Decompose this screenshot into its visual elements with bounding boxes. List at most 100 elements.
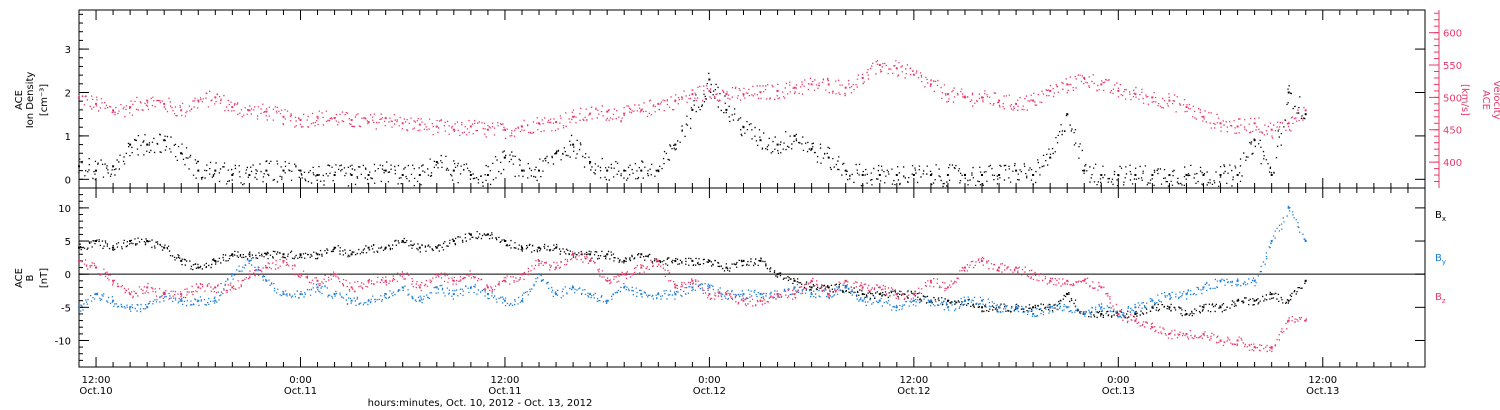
by-point xyxy=(452,293,455,296)
bz-point xyxy=(1185,332,1188,335)
density-point xyxy=(725,108,728,111)
x-tick-date: Oct.12 xyxy=(897,386,930,397)
by-point xyxy=(231,273,234,276)
by-point xyxy=(998,306,1001,309)
bz-point xyxy=(1219,339,1222,342)
density-point xyxy=(674,143,677,146)
bz-point xyxy=(998,266,1001,269)
by-point xyxy=(861,299,864,302)
by-point xyxy=(1304,240,1307,242)
by-point xyxy=(759,293,762,296)
bz-point xyxy=(78,259,80,262)
top-panel-frame xyxy=(78,9,1426,189)
density-point xyxy=(1151,174,1154,176)
velocity-ytick-label: 400 xyxy=(1443,158,1462,169)
velocity-ytick-label: 500 xyxy=(1443,93,1462,104)
density-point xyxy=(452,169,455,172)
density-point xyxy=(1236,174,1239,176)
bz-point xyxy=(163,293,166,296)
density-point xyxy=(214,169,217,172)
x-tick-time: 12:00 xyxy=(899,375,928,386)
bz-point xyxy=(776,293,779,296)
bx-point xyxy=(742,259,745,262)
velocity-point xyxy=(1100,83,1103,86)
velocity-point xyxy=(1270,128,1273,131)
velocity-point xyxy=(265,110,268,113)
b-ytick-label: -5 xyxy=(61,303,71,314)
bx-point xyxy=(333,246,336,249)
velocity-point xyxy=(759,91,762,94)
bz-point xyxy=(1049,279,1052,282)
bx-point xyxy=(623,259,626,262)
density-point xyxy=(981,174,983,176)
density-point xyxy=(384,169,387,172)
bz-point xyxy=(1066,279,1069,282)
density-point xyxy=(1100,174,1103,176)
bx-point xyxy=(316,253,319,256)
legend-subscript: z xyxy=(1442,297,1446,305)
by-point xyxy=(964,299,966,302)
by-point xyxy=(810,293,813,296)
density-point xyxy=(1287,91,1290,94)
bx-point xyxy=(1253,299,1256,302)
velocity-label-line: ACE xyxy=(1480,90,1491,110)
velocity-point xyxy=(214,96,217,99)
x-tick-date: Oct.10 xyxy=(79,386,112,397)
x-tick-date: Oct.11 xyxy=(488,386,521,397)
legend-bz: Bz xyxy=(1435,292,1446,305)
density-label-line: Ion Density xyxy=(25,72,36,129)
velocity-cloud xyxy=(78,60,1305,140)
velocity-point xyxy=(78,96,80,99)
velocity-point xyxy=(912,73,915,76)
bx-point xyxy=(1236,299,1239,302)
by-point xyxy=(1219,279,1222,282)
bz-point xyxy=(299,273,302,276)
bx-point xyxy=(725,266,728,269)
x-tick-time: 0:00 xyxy=(1107,375,1129,386)
bz-point xyxy=(333,273,336,276)
by-point xyxy=(589,293,592,296)
bz-point xyxy=(964,266,966,269)
bz-point xyxy=(878,286,881,289)
density-point xyxy=(521,169,523,172)
velocity-point xyxy=(180,109,183,112)
density-point xyxy=(555,152,558,155)
velocity-point xyxy=(691,93,694,96)
velocity-point xyxy=(486,128,489,131)
bz-point xyxy=(469,273,472,276)
x-tick-date: Oct.13 xyxy=(1306,386,1339,397)
density-axis-title: ACEIon Density xyxy=(14,72,36,129)
velocity-point xyxy=(1032,99,1035,102)
density-point xyxy=(350,174,353,176)
density-point xyxy=(333,174,336,176)
velocity-point xyxy=(1066,83,1069,86)
velocity-point xyxy=(129,106,132,109)
b-axis-title: ACEB xyxy=(14,268,36,288)
density-point xyxy=(95,169,97,172)
bz-point xyxy=(793,293,796,296)
bx-point xyxy=(231,253,234,256)
velocity-point xyxy=(1185,106,1188,109)
density-point xyxy=(435,161,438,163)
by-point xyxy=(1185,293,1188,296)
density-point xyxy=(265,169,268,172)
bx-point xyxy=(129,240,132,242)
x-tick-date: Oct.11 xyxy=(284,386,317,397)
density-point xyxy=(861,174,864,176)
bx-point xyxy=(1100,313,1103,315)
bx-point xyxy=(1287,299,1290,302)
bz-point xyxy=(112,279,115,282)
bx-point xyxy=(265,253,268,256)
bx-point xyxy=(1270,293,1273,296)
time-axis: 12:00Oct.100:00Oct.1112:00Oct.110:00Oct.… xyxy=(78,10,1426,397)
velocity-point xyxy=(1253,122,1256,125)
velocity-point xyxy=(964,96,966,99)
bx-point xyxy=(759,259,762,262)
by-point xyxy=(929,299,932,302)
x-tick-date: Oct.13 xyxy=(1102,386,1135,397)
bx-point xyxy=(1202,306,1205,309)
by-point xyxy=(112,299,115,302)
bz-point xyxy=(674,286,677,289)
bx-point xyxy=(469,233,472,236)
